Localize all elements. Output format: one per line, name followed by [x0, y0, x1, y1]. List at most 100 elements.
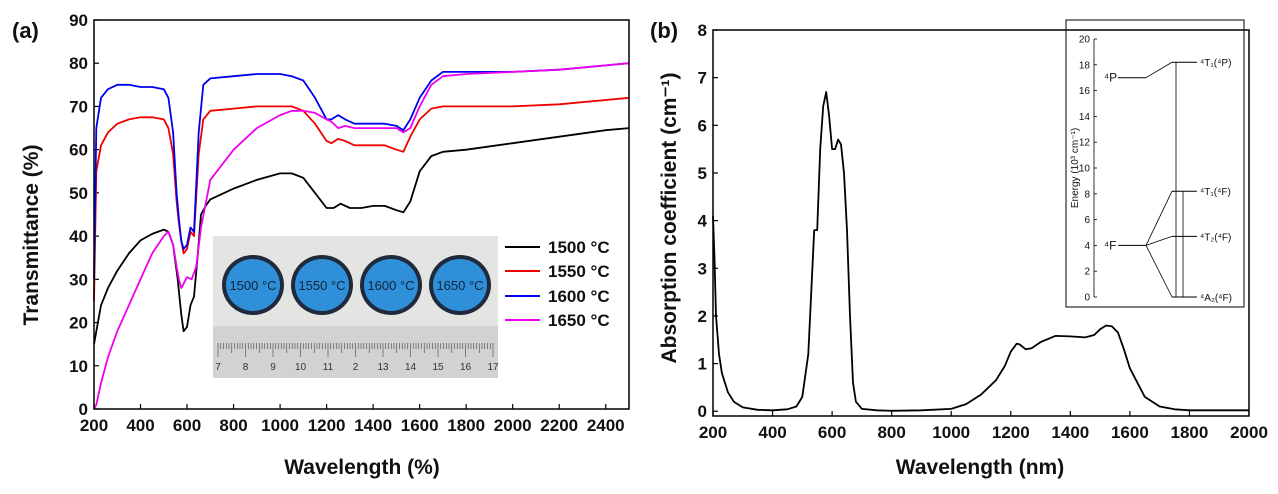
x-tick-label: 1200: [308, 416, 346, 435]
inset-y-tick-label: 14: [1079, 112, 1091, 123]
glass-disc: [433, 259, 487, 311]
y-tick-label: 40: [69, 227, 88, 246]
ruler-label: 14: [405, 362, 417, 373]
level-connector: [1145, 191, 1173, 246]
x-tick-label: 2400: [587, 416, 625, 435]
ruler-label: 17: [487, 362, 499, 373]
panel-a: (a) Transmittance (%) Wavelength (%) 200…: [12, 11, 630, 479]
level-connector: [1145, 61, 1173, 79]
disc-label: 1650 °C: [436, 278, 483, 293]
ruler-label: 8: [243, 362, 249, 373]
series-line-absorption: [712, 91, 1249, 412]
series-line-1550C: [93, 96, 630, 301]
x-tick-label: 200: [80, 416, 108, 435]
ruler-label: 9: [270, 362, 276, 373]
x-tick-label: 1000: [932, 423, 970, 442]
x-tick-label: 200: [699, 423, 727, 442]
y-tick-label: 10: [69, 357, 88, 376]
x-tick-label: 600: [173, 416, 201, 435]
glass-disc: [226, 259, 280, 311]
crystal-field-label: ⁴T₂(⁴F): [1200, 232, 1231, 243]
y-tick-label: 8: [698, 21, 707, 40]
y-tick-label: 30: [69, 270, 88, 289]
y-tick-label: 0: [79, 400, 88, 419]
y-tick-label: 20: [69, 314, 88, 333]
x-tick-label: 600: [818, 423, 846, 442]
inset-frame: [1065, 19, 1245, 308]
ruler-label: 16: [460, 362, 472, 373]
crystal-field-label: ⁴T₁(⁴F): [1200, 187, 1231, 198]
ruler-label: 7: [215, 362, 221, 373]
y-tick-label: 90: [69, 11, 88, 30]
inset-photo: 7 8 9 10 11 2 13 14 15 16 17 1500 °C 1550 °C 1600 °C…: [213, 236, 499, 378]
y-tick-label: 80: [69, 54, 88, 73]
x-tick-label: 800: [219, 416, 247, 435]
inset-y-tick-label: 6: [1084, 215, 1090, 226]
y-tick-label: 0: [698, 402, 707, 421]
y-tick-label: 5: [698, 164, 707, 183]
inset-y-tick-label: 16: [1079, 86, 1091, 97]
y-tick-label: 50: [69, 184, 88, 203]
legend-label-1550: 1550 °C: [548, 262, 610, 281]
panel-b-ticks: 200 400 600 800 1000 1200 1400 1600 1800 20000123…: [698, 21, 1268, 442]
y-tick-label: 7: [698, 69, 707, 88]
inset-y-tick-label: 4: [1084, 241, 1090, 252]
panel-b-frame: [712, 29, 1250, 417]
inset-y-axis-title: Energy (10³ cm⁻¹): [1070, 128, 1081, 208]
inset-y-tick-label: 8: [1084, 189, 1090, 200]
y-tick-label: 6: [698, 116, 707, 135]
inset-y-tick-label: 2: [1084, 267, 1090, 278]
ruler-ticks: 7 8 9 10 11 2 13 14 15 16 17: [215, 343, 499, 373]
ruler-label: 10: [295, 362, 307, 373]
glass-disc: [364, 259, 418, 311]
panel-a-label: (a): [12, 18, 39, 43]
glass-discs: 1500 °C 1550 °C 1600 °C 1650 °C: [222, 255, 491, 315]
crystal-field-label: ⁴T₁(⁴P): [1200, 58, 1231, 69]
x-tick-label: 1000: [261, 416, 299, 435]
disc-label: 1500 °C: [229, 278, 276, 293]
y-tick-label: 70: [69, 97, 88, 116]
panel-b-x-axis-title: Wavelength (nm): [896, 456, 1064, 479]
x-tick-label: 400: [126, 416, 154, 435]
x-tick-label: 1200: [992, 423, 1030, 442]
legend-label-1500: 1500 °C: [548, 238, 610, 257]
label-4F: ⁴F: [1104, 238, 1117, 252]
ruler-label: 15: [432, 362, 444, 373]
legend-label-1650: 1650 °C: [548, 311, 610, 330]
level-connector: [1145, 235, 1173, 246]
panel-a-y-axis-title: Transmittance (%): [20, 145, 43, 326]
x-tick-label: 400: [758, 423, 786, 442]
disc-label: 1550 °C: [298, 278, 345, 293]
legend-label-1600: 1600 °C: [548, 287, 610, 306]
x-tick-label: 1800: [447, 416, 485, 435]
panel-a-legend: 1500 °C 1550 °C 1600 °C 1650 °C: [505, 238, 610, 330]
series-line-1500C: [93, 127, 630, 345]
x-tick-label: 800: [877, 423, 905, 442]
inset-y-tick-label: 10: [1079, 164, 1091, 175]
disc-label: 1600 °C: [367, 278, 414, 293]
energy-level-inset: Energy (10³ cm⁻¹) 0 2 4 6 8 10 12 14 16 18 20 ⁴P ⁴F ⁴…: [1065, 19, 1245, 308]
x-tick-label: 1600: [1111, 423, 1149, 442]
glass-disc: [295, 259, 349, 311]
series-line-1600C: [93, 62, 630, 280]
y-tick-label: 2: [698, 307, 707, 326]
inset-y-tick-label: 12: [1079, 138, 1091, 149]
x-tick-label: 1600: [401, 416, 439, 435]
x-tick-label: 1400: [1051, 423, 1089, 442]
crystal-field-label: ⁴A₂(⁴F): [1200, 293, 1232, 304]
y-tick-label: 1: [698, 355, 707, 374]
inset-y-tick-label: 18: [1079, 60, 1091, 71]
x-tick-label: 2000: [1230, 423, 1268, 442]
panel-a-frame: [93, 19, 630, 410]
inset-levels: 0 2 4 6 8 10 12 14 16 18 20 ⁴P ⁴F ⁴T₁(⁴P) ⁴T₁(⁴F) ⁴T₂(⁴…: [1079, 35, 1232, 305]
x-tick-label: 2200: [540, 416, 578, 435]
x-tick-label: 2000: [494, 416, 532, 435]
ruler-label: 2: [353, 362, 359, 373]
panel-b-label: (b): [650, 18, 678, 43]
level-connector: [1145, 245, 1173, 298]
panel-a-x-axis-title: Wavelength (%): [284, 456, 440, 479]
panel-b: (b) Absorption coefficient (cm⁻¹) Wavele…: [650, 18, 1268, 479]
y-tick-label: 4: [698, 212, 708, 231]
panel-a-ticks: 200 400 600 800 1000 1200 1400 1600 1800 2000 2200…: [69, 11, 625, 435]
